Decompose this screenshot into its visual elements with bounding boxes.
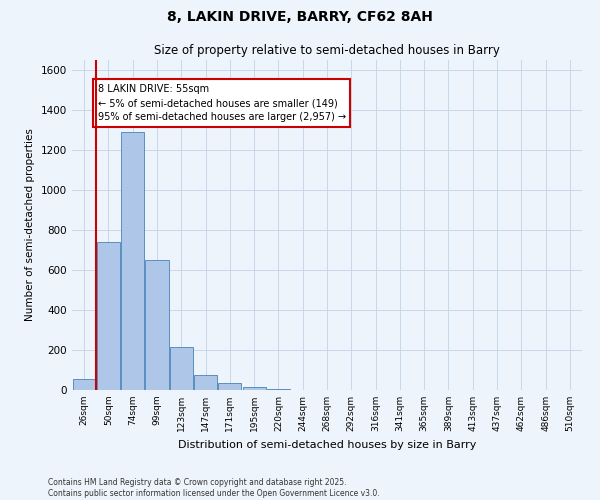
X-axis label: Distribution of semi-detached houses by size in Barry: Distribution of semi-detached houses by … (178, 440, 476, 450)
Text: 8 LAKIN DRIVE: 55sqm
← 5% of semi-detached houses are smaller (149)
95% of semi-: 8 LAKIN DRIVE: 55sqm ← 5% of semi-detach… (97, 84, 346, 122)
Bar (73, 379, 95, 390)
Bar (194, 375, 217, 390)
Bar (218, 383, 241, 390)
Bar (267, 389, 290, 390)
Title: Size of property relative to semi-detached houses in Barry: Size of property relative to semi-detach… (154, 44, 500, 58)
Text: Contains HM Land Registry data © Crown copyright and database right 2025.
Contai: Contains HM Land Registry data © Crown c… (48, 478, 380, 498)
Bar (121, 132, 144, 390)
Y-axis label: Number of semi-detached properties: Number of semi-detached properties (25, 128, 35, 322)
Bar (242, 387, 266, 390)
Text: 8, LAKIN DRIVE, BARRY, CF62 8AH: 8, LAKIN DRIVE, BARRY, CF62 8AH (167, 10, 433, 24)
Bar (97, 242, 120, 390)
Bar (145, 260, 169, 390)
Bar (170, 347, 193, 390)
